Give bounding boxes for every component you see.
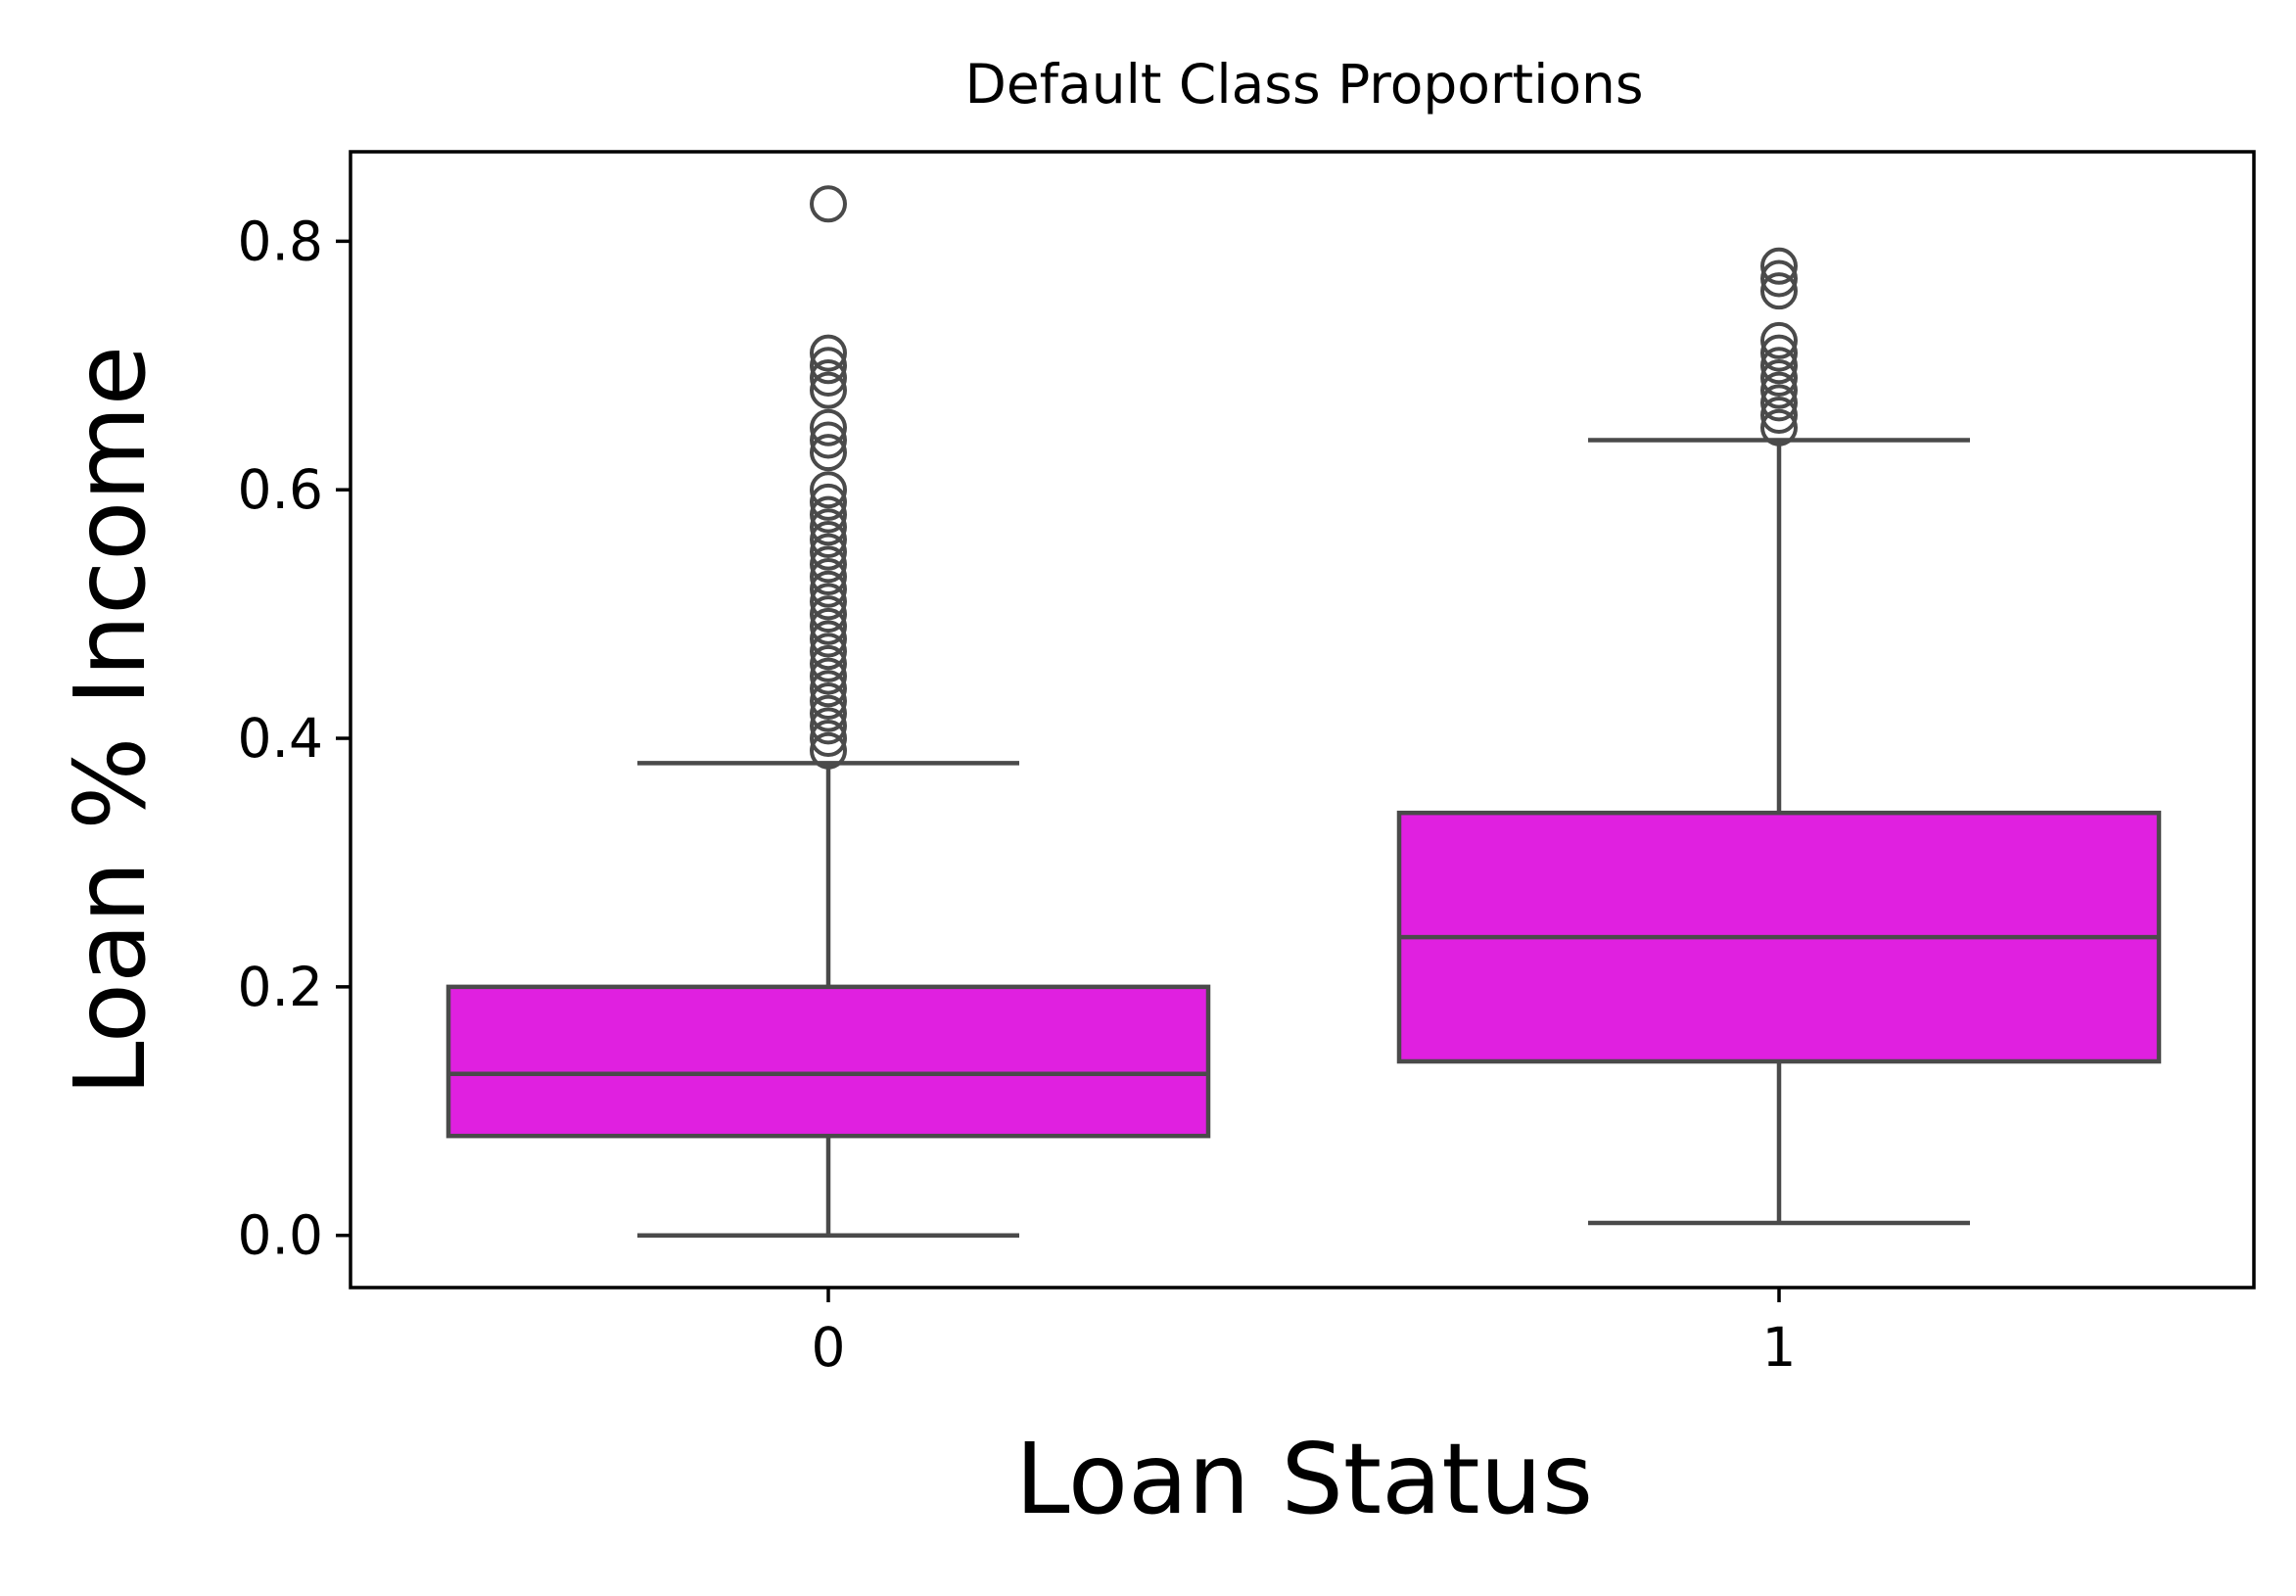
outlier-point [810, 670, 847, 708]
plot-frame [349, 150, 2256, 1290]
outlier-point [810, 558, 847, 596]
outlier-point [1760, 358, 1798, 397]
x-tick-label: 0 [812, 1316, 846, 1379]
x-axis-label: Loan Status [1015, 1422, 1593, 1536]
outlier-point [1760, 321, 1798, 359]
outlier-point [1760, 371, 1798, 409]
outlier-point [810, 595, 847, 634]
outlier-point [1760, 397, 1798, 435]
y-tick-label: 0.6 [238, 458, 323, 521]
outlier-point [810, 358, 847, 397]
outlier-point [810, 570, 847, 608]
outlier-point [810, 644, 847, 682]
outlier-point [810, 483, 847, 521]
outlier-point [810, 421, 847, 459]
x-tick-label: 1 [1762, 1316, 1797, 1379]
outlier-point [810, 408, 847, 446]
outlier-point [810, 508, 847, 546]
outlier-point [810, 533, 847, 571]
outlier-point [810, 371, 847, 409]
outlier-point [810, 707, 847, 745]
outlier-point [810, 545, 847, 584]
outlier-point [810, 583, 847, 621]
outlier-point [810, 520, 847, 558]
y-tick-label: 0.8 [238, 210, 323, 272]
outlier-point [1760, 334, 1798, 372]
outlier-point [810, 434, 847, 472]
outlier-point [810, 620, 847, 658]
outlier-point [810, 657, 847, 695]
y-tick-label: 0.4 [238, 707, 323, 770]
plot-area: 0.0 0.2 0.4 0.6 0.8 0 1 [238, 150, 2256, 1379]
outlier-point [810, 471, 847, 509]
outlier-point [810, 334, 847, 372]
outlier-point [1760, 408, 1798, 446]
outlier-point [1760, 384, 1798, 422]
iqr-box [445, 984, 1211, 1139]
outlier-point [810, 694, 847, 732]
outlier-point [1760, 247, 1798, 285]
y-axis-label: Loan % Income [53, 346, 167, 1096]
outlier-point [1760, 347, 1798, 385]
outlier-point [810, 495, 847, 534]
chart-title: Default Class Proportions [964, 53, 1643, 116]
outlier-point [810, 731, 847, 770]
outlier-point [810, 185, 847, 223]
outlier-point [810, 607, 847, 645]
y-tick-label: 0.0 [238, 1204, 323, 1267]
outlier-point [1760, 272, 1798, 310]
y-tick-label: 0.2 [238, 956, 323, 1018]
outlier-point [1760, 259, 1798, 298]
outlier-point [810, 633, 847, 671]
outlier-point [810, 720, 847, 758]
outlier-point [810, 681, 847, 720]
outlier-point [810, 347, 847, 385]
